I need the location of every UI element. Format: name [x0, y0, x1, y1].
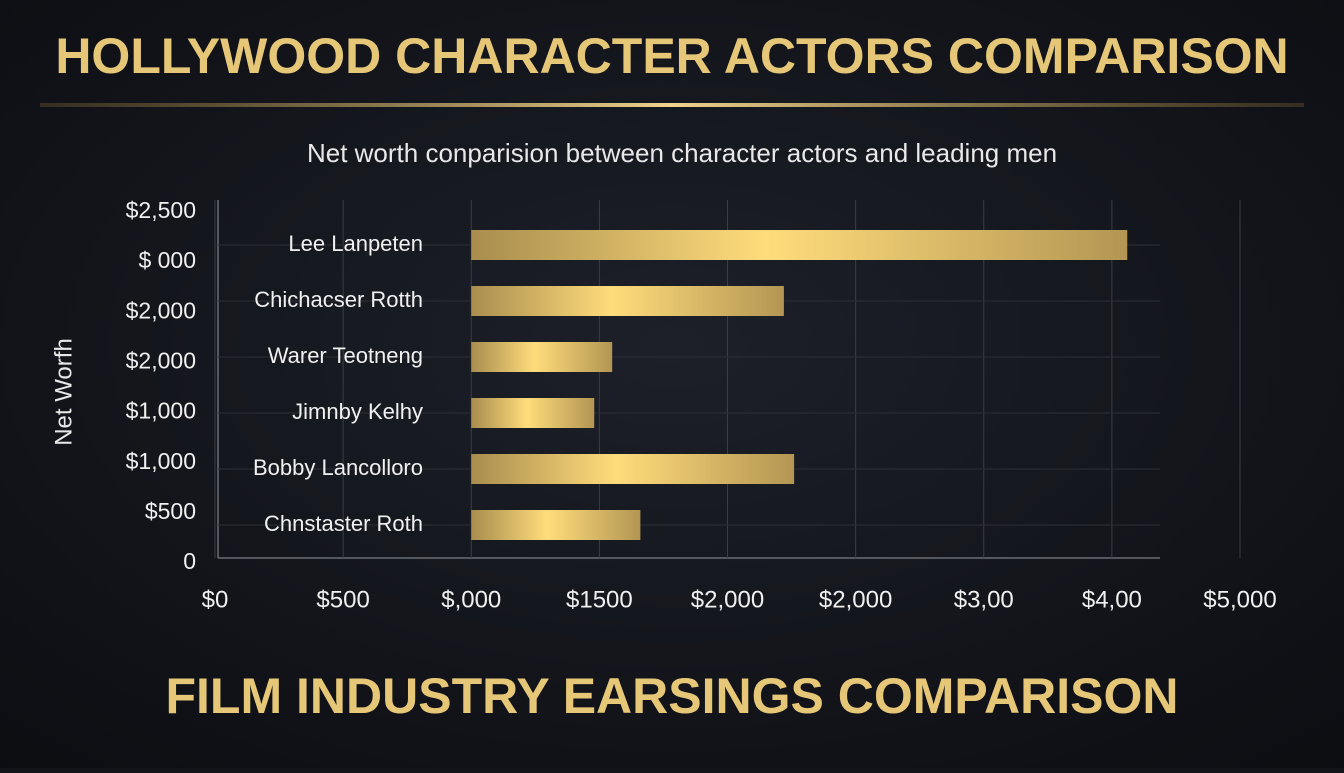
y-axis-label: $1,000	[126, 448, 196, 474]
category-label: Warer Teotneng	[268, 343, 423, 368]
chart-subtitle: Net worth conparision between character …	[307, 138, 1057, 168]
y-axis-label: $500	[145, 498, 196, 524]
bar	[471, 342, 613, 372]
category-label: Chnstaster Roth	[264, 511, 423, 536]
category-label: Jimnby Kelhy	[292, 399, 423, 424]
x-tick-label: $4,00	[1082, 586, 1142, 613]
x-tick-label: $2,000	[819, 586, 892, 613]
bar	[471, 286, 784, 316]
y-axis-label: 0	[183, 548, 196, 574]
y-axis-label: $2,000	[126, 297, 196, 323]
bar	[471, 398, 595, 428]
bar	[471, 454, 795, 484]
y-axis-label: $ 000	[138, 247, 196, 273]
x-tick-label: $3,00	[954, 586, 1014, 613]
category-label: Bobby Lancolloro	[253, 455, 423, 480]
bar	[471, 510, 641, 540]
category-label: Chichacser Rotth	[254, 287, 423, 312]
chart-title: HOLLYWOOD CHARACTER ACTORS COMPARISON	[55, 28, 1288, 84]
title-rule	[40, 103, 1304, 107]
y-axis-title: Net Worfh	[50, 338, 77, 446]
category-label: Lee Lanpeten	[288, 231, 423, 256]
x-tick-label: $2,000	[691, 586, 764, 613]
x-tick-label: $5,000	[1203, 586, 1276, 613]
x-tick-label: $,000	[441, 586, 501, 613]
bar	[471, 230, 1128, 260]
x-tick-label: $1500	[566, 586, 633, 613]
y-axis-label: $2,500	[126, 197, 196, 223]
x-tick-label: $0	[202, 586, 229, 613]
y-axis-label: $2,000	[126, 348, 196, 374]
x-tick-label: $500	[316, 586, 369, 613]
chart-footer: FILM INDUSTRY EARSINGS COMPARISON	[165, 668, 1178, 724]
y-axis-label: $1,000	[126, 398, 196, 424]
